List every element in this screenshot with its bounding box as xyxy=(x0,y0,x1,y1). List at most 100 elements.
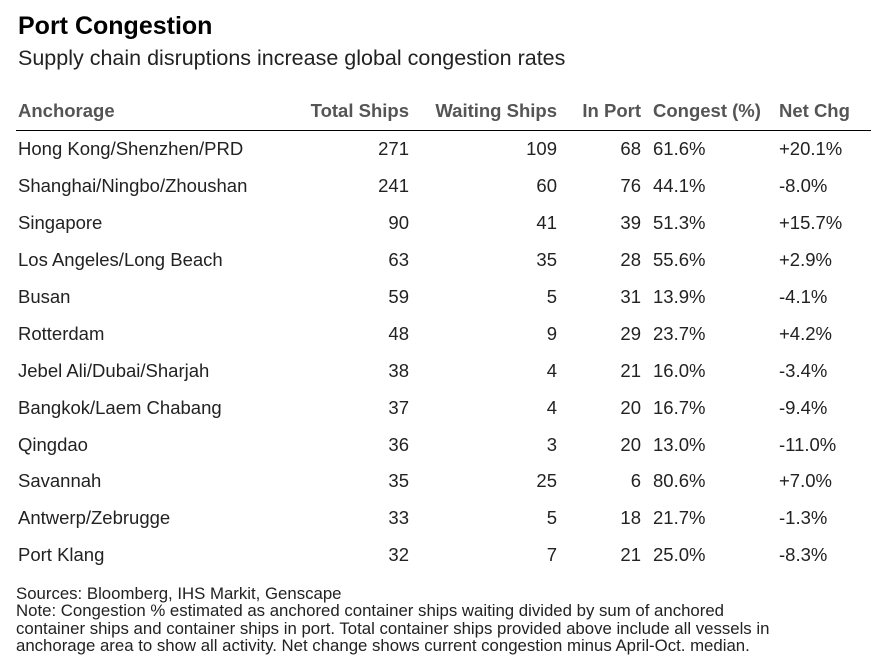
table-cell: -3.4% xyxy=(779,359,828,381)
table-cell: +20.1% xyxy=(779,138,843,160)
table-cell: 6 xyxy=(630,470,641,492)
note-line: container ships and container ships in p… xyxy=(16,618,770,638)
table-cell: 25.0% xyxy=(653,544,706,566)
table-row: Singapore 90 41 39 51.3% +15.7% xyxy=(16,205,871,242)
table-cell: Singapore xyxy=(18,212,103,234)
table-cell: -1.3% xyxy=(779,507,828,529)
table-cell: 36 xyxy=(388,433,409,455)
table-cell: 59 xyxy=(388,286,409,307)
table-cell: 41 xyxy=(536,212,557,234)
table-cell: Hong Kong/Shenzhen/PRD xyxy=(18,138,244,160)
table-cell: -4.1% xyxy=(779,286,828,307)
table-cell: 25 xyxy=(536,470,557,492)
table-cell: 80.6% xyxy=(653,470,706,492)
table-cell: 31 xyxy=(620,286,641,307)
table-cell: 55.6% xyxy=(653,249,706,271)
table-cell: 241 xyxy=(378,175,409,197)
table-row: Port Klang 32 7 21 25.0% -8.3% xyxy=(16,537,871,574)
table-cell: -11.0% xyxy=(779,433,837,455)
table-cell: 28 xyxy=(620,249,641,271)
table-cell: 60 xyxy=(536,175,557,197)
column-header: Net Chg xyxy=(769,91,871,131)
table-cell: 5 xyxy=(546,507,557,529)
table-cell: 16.7% xyxy=(653,396,706,418)
table-cell: Shanghai/Ningbo/Zhoushan xyxy=(18,175,248,197)
column-header: Congest (%) xyxy=(643,91,769,131)
table-cell: +15.7% xyxy=(779,212,843,234)
column-header: In Port xyxy=(559,91,643,131)
table-cell: 48 xyxy=(388,322,409,344)
table-cell: 21 xyxy=(620,544,641,566)
table-cell: 21 xyxy=(620,359,641,381)
table-row: Qingdao 36 3 20 13.0% -11.0% xyxy=(16,426,871,463)
port-congestion-table: Anchorage Total Ships Waiting Ships In Port… xyxy=(16,91,871,574)
table-cell: 39 xyxy=(620,212,641,234)
table-cell: 13.0% xyxy=(653,433,706,455)
table-cell: 51.3% xyxy=(653,212,706,234)
header-row: Anchorage Total Ships Waiting Ships In Port… xyxy=(16,91,871,131)
table-cell: 37 xyxy=(388,396,409,418)
table-cell: 35 xyxy=(388,470,409,492)
table-cell: 90 xyxy=(388,212,409,234)
table-row: Bangkok/Laem Chabang 37 4 20 16.7% -9.4% xyxy=(16,389,871,426)
table-cell: 4 xyxy=(546,396,557,418)
table-cell: 21.7% xyxy=(653,507,706,529)
table-cell: 16.0% xyxy=(653,359,706,381)
chart-title: Port Congestion xyxy=(18,12,213,40)
table-cell: -8.3% xyxy=(779,544,828,566)
table-cell: 29 xyxy=(620,322,641,344)
table-cell: 61.6% xyxy=(653,138,706,160)
table-row: Savannah 35 25 6 80.6% +7.0% xyxy=(16,463,871,500)
table-cell: 4 xyxy=(546,359,557,381)
table-row: Hong Kong/Shenzhen/PRD 271 109 68 61.6% +20.1… xyxy=(16,131,871,168)
column-header: Total Ships xyxy=(299,91,411,131)
table-cell: Jebel Ali/Dubai/Sharjah xyxy=(18,359,210,381)
table-cell: +4.2% xyxy=(779,322,832,344)
table-cell: Savannah xyxy=(18,470,102,492)
table-cell: 18 xyxy=(620,507,641,529)
column-header: Anchorage xyxy=(16,91,299,131)
table-cell: 3 xyxy=(546,433,557,455)
table-cell: 35 xyxy=(536,249,557,271)
table-cell: Port Klang xyxy=(18,544,105,566)
table-cell: 76 xyxy=(620,175,641,197)
table-cell: Busan xyxy=(18,286,71,307)
table-row: Jebel Ali/Dubai/Sharjah 38 4 21 16.0% -3.4% xyxy=(16,352,871,389)
table-row: Los Angeles/Long Beach 63 35 28 55.6% +2.9% xyxy=(16,242,871,279)
table-cell: 33 xyxy=(388,507,409,529)
table-row: Rotterdam 48 9 29 23.7% +4.2% xyxy=(16,315,871,352)
sources-text: Sources: Bloomberg, IHS Markit, Genscape xyxy=(16,584,342,603)
table-cell: 13.9% xyxy=(653,286,706,307)
table-header: Anchorage Total Ships Waiting Ships In Port… xyxy=(16,91,871,131)
table-row: Shanghai/Ningbo/Zhoushan 241 60 76 44.1% -8.0… xyxy=(16,168,871,205)
table-cell: 5 xyxy=(546,286,557,307)
table-cell: Qingdao xyxy=(18,433,88,455)
table-cell: 44.1% xyxy=(653,175,706,197)
table-cell: -9.4% xyxy=(779,396,828,418)
table-row: Busan 59 5 31 13.9% -4.1% xyxy=(16,279,871,316)
table-cell: 271 xyxy=(378,138,409,160)
table-cell: Rotterdam xyxy=(18,322,105,344)
table-cell: Antwerp/Zebrugge xyxy=(18,507,171,529)
table-cell: +2.9% xyxy=(779,249,832,271)
table-body: Hong Kong/Shenzhen/PRD 271 109 68 61.6% +20.1… xyxy=(16,131,871,574)
table-cell: 109 xyxy=(526,138,557,160)
note-line: anchorage area to show all activity. Net… xyxy=(16,635,750,655)
table-cell: Los Angeles/Long Beach xyxy=(18,249,223,271)
note-line: Note: Congestion % estimated as anchored… xyxy=(16,601,725,621)
table-cell: 38 xyxy=(388,359,409,381)
table-cell: 68 xyxy=(620,138,641,160)
table-row: Antwerp/Zebrugge 33 5 18 21.7% -1.3% xyxy=(16,500,871,537)
chart-subtitle: Supply chain disruptions increase global… xyxy=(18,46,566,70)
table-cell: -8.0% xyxy=(779,175,828,197)
table-cell: 20 xyxy=(620,433,641,455)
column-header: Waiting Ships xyxy=(411,91,559,131)
table-cell: 9 xyxy=(546,322,557,344)
table-cell: +7.0% xyxy=(779,470,832,492)
table-cell: 7 xyxy=(546,544,557,566)
table-cell: 32 xyxy=(388,544,409,566)
table-cell: Bangkok/Laem Chabang xyxy=(18,396,222,418)
table-cell: 23.7% xyxy=(653,322,706,344)
table-cell: 20 xyxy=(620,396,641,418)
table-cell: 63 xyxy=(388,249,409,271)
